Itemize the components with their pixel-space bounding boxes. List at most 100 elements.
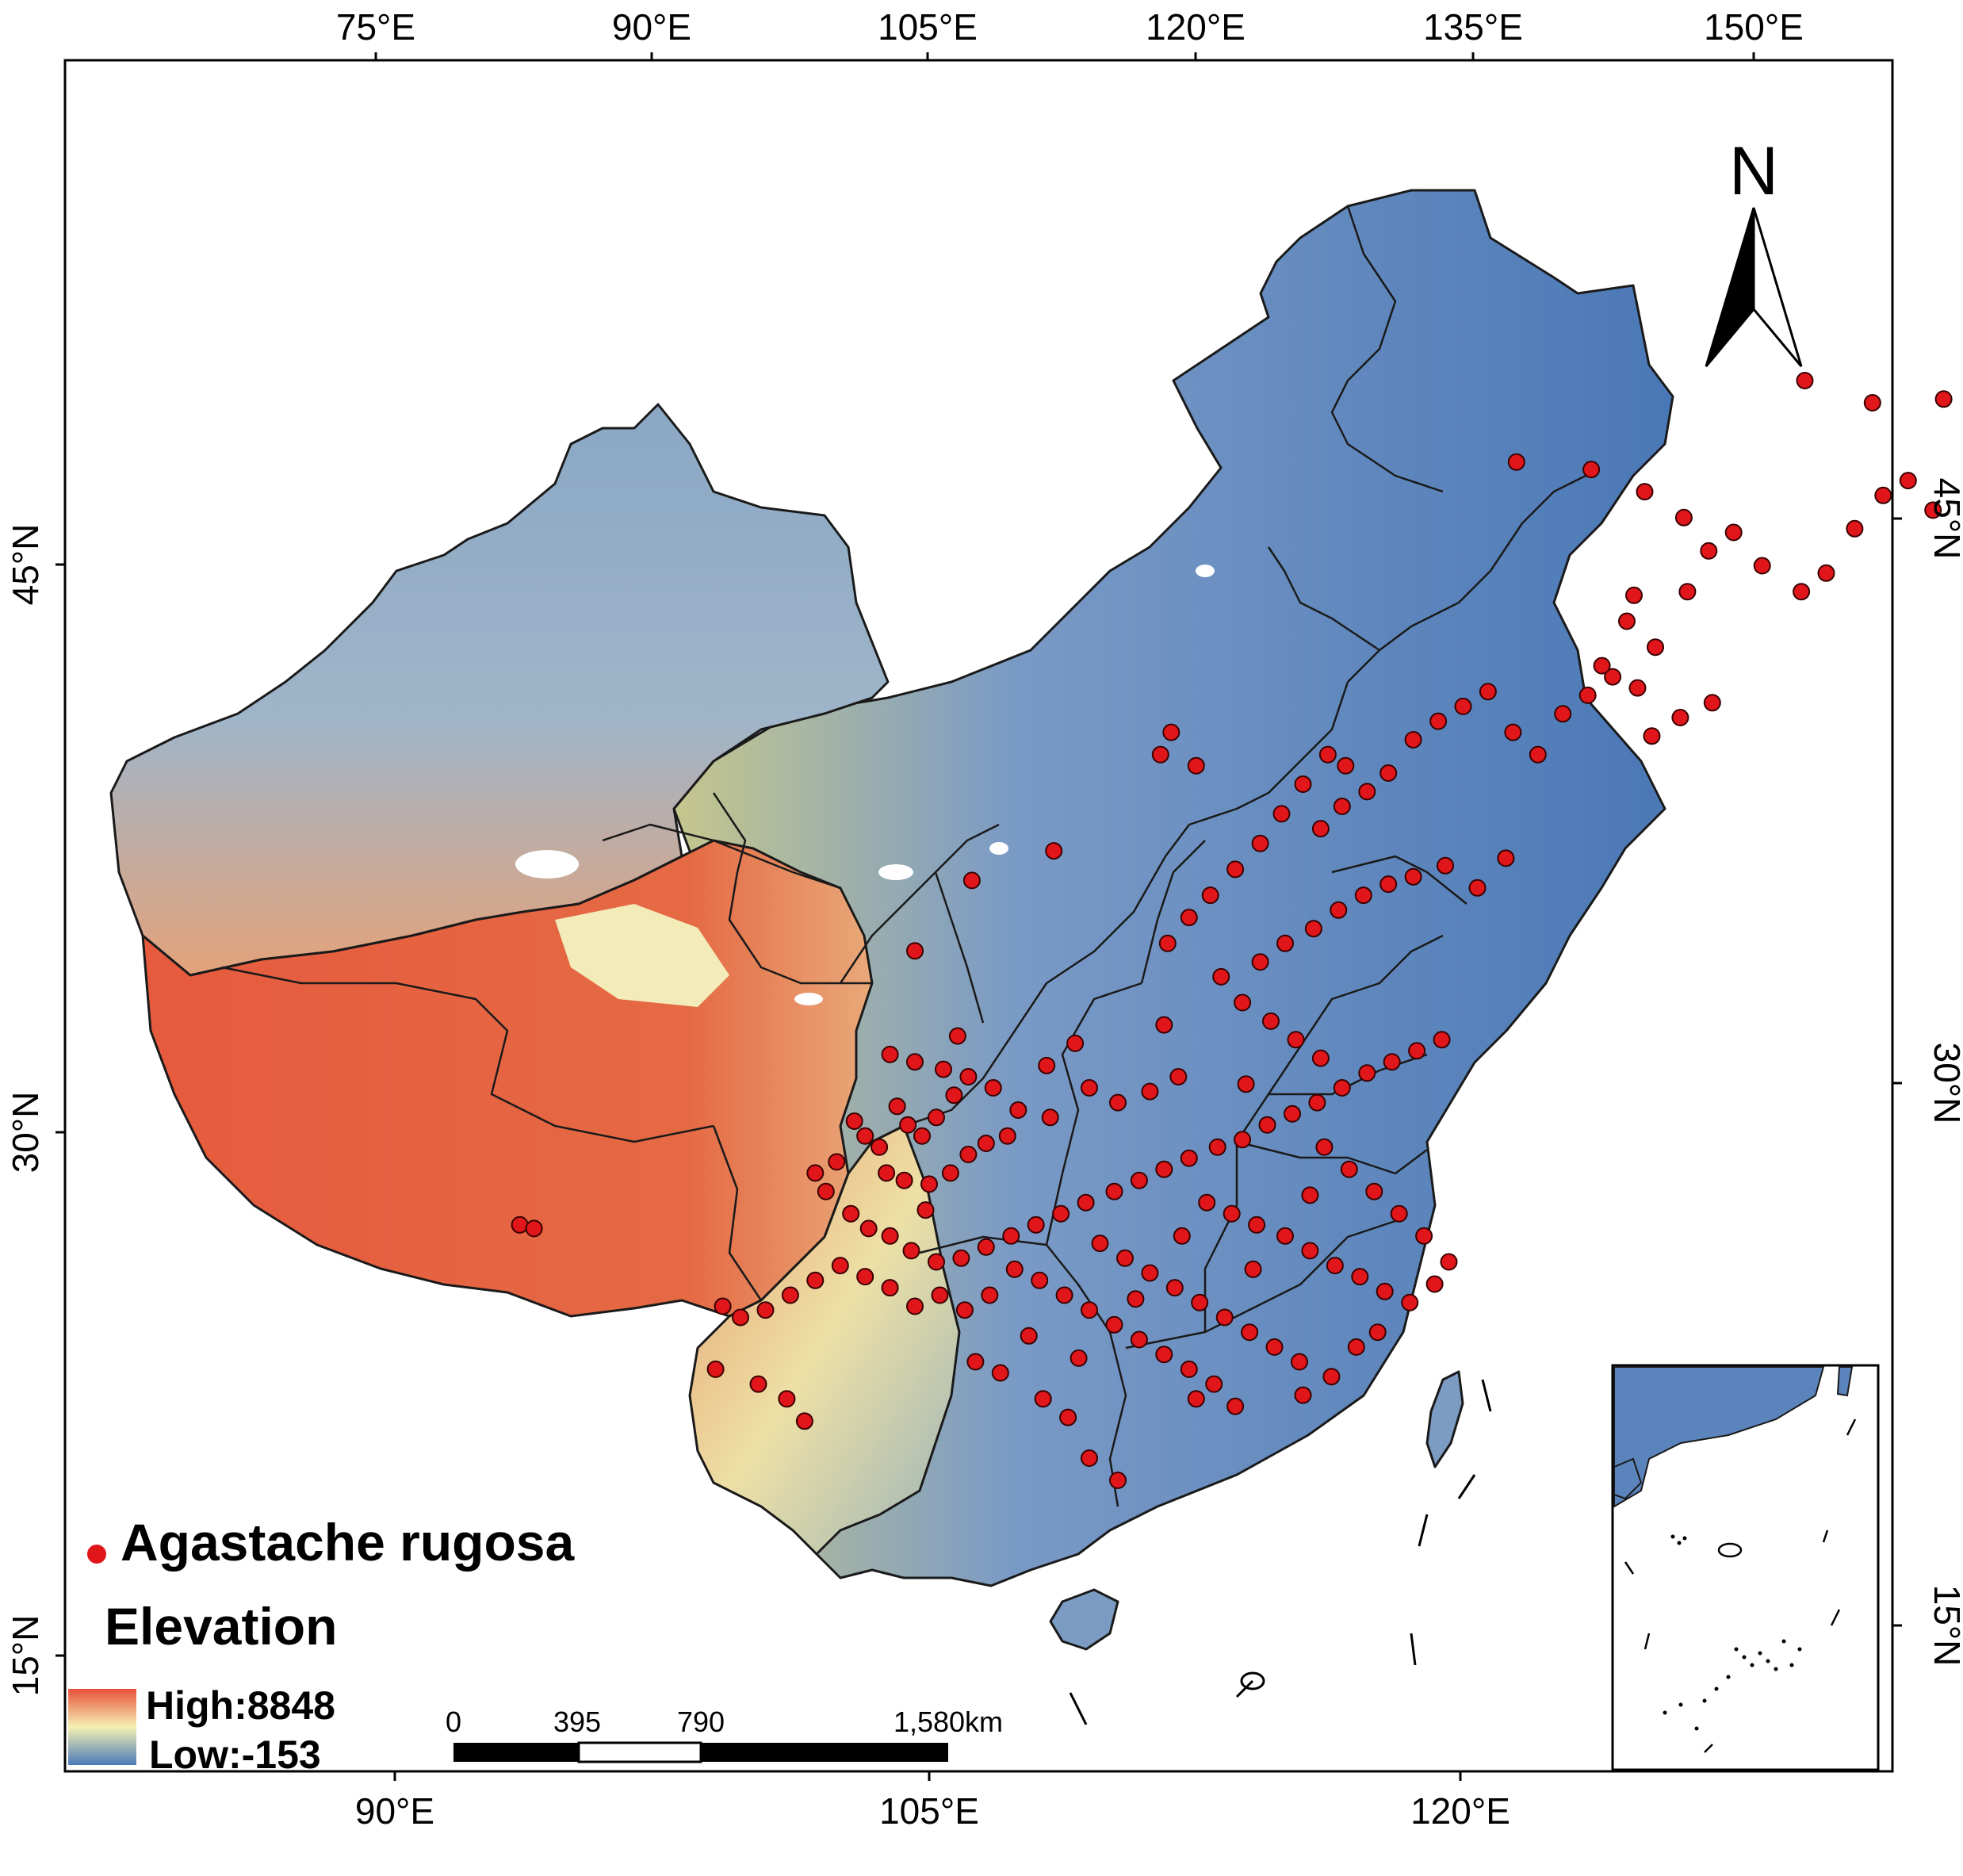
occurrence-point [1251,834,1269,852]
legend-species-label: Agastache rugosa [121,1513,575,1572]
south-china-sea-marks [1069,1379,1492,1725]
occurrence-point [977,1135,995,1152]
occurrence-point [906,1297,924,1315]
bottom-tick-label: 90°E [355,1790,434,1832]
occurrence-point [1276,934,1294,952]
occurrence-point [1604,668,1622,686]
occurrence-point [1753,557,1771,575]
occurrence-point [1507,453,1525,471]
occurrence-point [817,1182,835,1200]
scale-label-1580: 1,580km [893,1706,1003,1738]
occurrence-point [981,1286,999,1304]
occurrence-point [1165,1279,1184,1297]
occurrence-point [1301,1242,1319,1260]
left-tick-label: 45°N [5,524,46,606]
occurrence-point [706,1360,725,1378]
occurrence-point [1315,1138,1334,1156]
occurrence-point [1081,1079,1098,1097]
occurrence-point [1173,1227,1191,1245]
occurrence-point [1162,723,1180,741]
occurrence-point [871,1138,889,1156]
occurrence-point [1066,1034,1085,1052]
occurrence-point [778,1390,796,1408]
occurrence-point [1151,745,1169,764]
occurrence-point [511,1216,529,1234]
occurrence-point [959,1146,978,1163]
occurrence-point [1158,934,1177,952]
occurrence-point [1041,1108,1059,1127]
occurrence-point [1671,709,1689,726]
occurrence-point [1265,1338,1284,1356]
occurrence-point [1130,1330,1148,1349]
occurrence-point [1038,1056,1056,1074]
occurrence-point [714,1297,732,1315]
legend-high-label: High:8848 [146,1683,335,1728]
occurrence-point [1258,1116,1276,1134]
occurrence-point [1636,483,1654,501]
bottom-tick-label: 105°E [879,1790,979,1832]
occurrence-point [1311,1049,1330,1067]
inset-taiwan [1836,1366,1854,1397]
occurrence-point [1593,657,1611,675]
occurrence-point [878,1164,896,1182]
hainan-island [1049,1588,1119,1651]
occurrence-point [881,1279,899,1297]
occurrence-point [1330,901,1348,919]
occurrence-point [906,1053,924,1071]
occurrence-point [795,1412,813,1430]
occurrence-point [928,1253,945,1271]
occurrence-point [1390,1204,1408,1223]
north-label: N [1729,133,1778,209]
occurrence-point [1504,723,1522,741]
occurrence-point [1415,1227,1433,1245]
occurrence-point [906,942,924,960]
occurrence-point [1347,1338,1365,1356]
occurrence-point [928,1108,945,1127]
taiwan-island [1425,1370,1464,1468]
top-tick-label: 135°E [1423,6,1523,48]
occurrence-point [845,1112,863,1130]
occurrence-point [959,1068,978,1085]
graticule-ticks [55,52,1902,1781]
occurrence-point [1045,842,1063,860]
occurrence-point [916,1201,935,1219]
occurrence-point [1376,1282,1394,1300]
occurrence-point [1287,1031,1305,1049]
occurrence-point [1404,731,1422,748]
occurrence-point [859,1219,878,1238]
occurrence-point [781,1286,799,1304]
occurrence-point [1479,683,1497,701]
qaidam-basin [555,904,729,1007]
occurrence-point [899,1116,917,1134]
occurrence-point [1333,1079,1351,1097]
occurrence-point [1116,1249,1134,1267]
occurrence-point [1212,967,1230,986]
occurrence-point [1081,1301,1098,1319]
occurrence-point [1130,1171,1148,1189]
scale-label-790: 790 [677,1706,725,1738]
top-tick-label: 105°E [878,6,978,48]
top-tick-label: 150°E [1704,6,1804,48]
occurrence-point [749,1375,767,1393]
legend-elevation-title: Elevation [105,1597,337,1656]
occurrence-point [1105,1315,1123,1334]
occurrence-point [1191,1293,1209,1311]
occurrence-point [991,1364,1009,1382]
scale-segment-1 [453,1743,579,1762]
occurrence-points [511,372,1953,1489]
occurrence-point [1383,1053,1401,1071]
occurrence-point [1351,1268,1369,1286]
occurrence-point [1091,1235,1109,1253]
occurrence-point [1425,1275,1444,1293]
occurrence-point [1368,1323,1387,1342]
occurrence-point [1874,486,1892,504]
elevation-color-ramp [68,1689,136,1765]
occurrence-point [1248,1216,1266,1234]
occurrence-point [806,1164,825,1182]
occurrence-point [1205,1375,1223,1393]
occurrence-point [881,1227,899,1245]
occurrence-point [1187,756,1205,775]
legend-low-label: Low:-153 [149,1732,321,1777]
occurrence-point [1582,461,1601,479]
occurrence-point [1077,1193,1095,1212]
